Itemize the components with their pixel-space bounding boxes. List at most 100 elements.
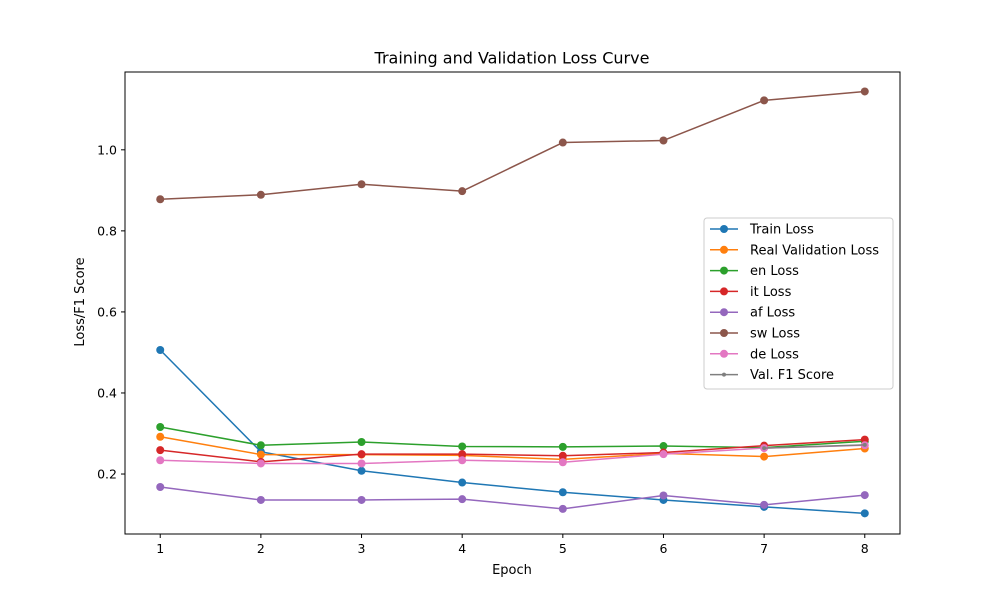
x-tick-label: 5	[559, 541, 567, 556]
y-tick-label: 1.0	[97, 142, 117, 157]
series-line	[160, 486, 865, 510]
data-point	[860, 87, 869, 96]
legend-item: it Loss	[710, 285, 792, 300]
data-point	[458, 442, 467, 451]
series-line	[764, 444, 865, 449]
data-point	[458, 187, 467, 196]
legend-item: en Loss	[710, 264, 799, 279]
x-tick-label: 1	[156, 541, 164, 556]
data-point	[659, 491, 668, 500]
data-point	[156, 195, 165, 204]
y-tick-label: 0.4	[97, 385, 117, 400]
series-4	[156, 482, 869, 513]
plot-area-frame	[124, 71, 901, 535]
legend-swatch-marker	[720, 308, 728, 317]
axis-ticks: 1 2 3 4 5 6 7 8 0.2 0.4 0.6 0.8 1.0	[97, 142, 869, 556]
series-7	[762, 442, 867, 451]
data-point	[156, 423, 165, 432]
series-line	[160, 444, 865, 465]
data-point	[357, 466, 366, 475]
legend-swatch-marker	[720, 266, 728, 275]
legend-item: sw Loss	[710, 327, 800, 342]
x-tick-label: 2	[257, 541, 265, 556]
data-point	[357, 450, 366, 459]
legend: Train Loss Real Validation Loss en Loss it …	[703, 217, 894, 390]
series-layer	[156, 87, 869, 518]
data-point	[357, 459, 366, 468]
y-tick-label: 0.2	[97, 467, 117, 482]
data-point	[558, 451, 567, 460]
series-5	[156, 87, 869, 204]
legend-label: Val. F1 Score	[750, 368, 834, 383]
data-point	[458, 495, 467, 504]
data-point	[659, 136, 668, 145]
data-point	[357, 180, 366, 189]
x-tick-label: 3	[358, 541, 366, 556]
legend-swatch-marker	[720, 245, 728, 254]
data-point	[558, 504, 567, 513]
series-line	[160, 90, 865, 200]
data-point	[760, 452, 769, 461]
legend-label: Real Validation Loss	[750, 243, 879, 258]
data-point	[156, 346, 165, 355]
data-point	[256, 441, 265, 450]
data-point	[558, 442, 567, 451]
data-point	[760, 500, 769, 509]
x-tick-label: 8	[861, 541, 869, 556]
data-point	[558, 458, 567, 467]
data-point	[458, 478, 467, 487]
legend-swatch-marker	[720, 329, 728, 337]
data-point	[256, 450, 265, 459]
series-6	[156, 441, 869, 468]
data-point	[860, 509, 869, 518]
legend-label: de Loss	[750, 347, 799, 362]
legend-swatch-marker	[722, 372, 726, 377]
legend-item: Val. F1 Score	[710, 368, 834, 383]
legend-swatch-marker	[720, 349, 728, 358]
data-point	[357, 495, 366, 504]
data-point	[156, 482, 165, 491]
data-point	[760, 96, 769, 105]
legend-label: af Loss	[750, 306, 795, 321]
data-point	[860, 491, 869, 500]
series-line	[160, 436, 865, 461]
data-point	[156, 446, 165, 455]
data-point	[156, 456, 165, 465]
data-point	[860, 435, 869, 444]
legend-label: en Loss	[750, 264, 799, 279]
x-axis-label: Epoch	[492, 563, 532, 578]
legend-item: de Loss	[710, 347, 799, 362]
series-line	[160, 438, 865, 463]
legend-item: af Loss	[710, 306, 795, 321]
y-axis-label: Loss/F1 Score	[73, 257, 88, 346]
data-point	[862, 442, 867, 447]
data-point	[458, 450, 467, 459]
data-point	[357, 438, 366, 447]
legend-item: Train Loss	[710, 223, 814, 238]
x-tick-label: 6	[659, 541, 667, 556]
series-line	[160, 426, 865, 449]
data-point	[256, 495, 265, 504]
data-point	[458, 456, 467, 465]
data-point	[156, 432, 165, 441]
y-tick-label: 0.6	[97, 304, 117, 319]
data-point	[558, 488, 567, 497]
data-point	[558, 138, 567, 147]
data-point	[659, 450, 668, 459]
legend-swatch-marker	[720, 287, 728, 296]
legend-frame	[703, 217, 894, 390]
legend-swatch-marker	[720, 225, 728, 233]
legend-label: Train Loss	[749, 223, 814, 238]
legend-label: sw Loss	[750, 327, 800, 342]
data-point	[256, 190, 265, 199]
legend-item: Real Validation Loss	[710, 243, 879, 258]
y-tick-label: 0.8	[97, 223, 117, 238]
chart-title: Training and Validation Loss Curve	[374, 49, 650, 68]
legend-label: it Loss	[750, 285, 792, 300]
data-point	[256, 459, 265, 468]
data-point	[659, 442, 668, 451]
data-point	[762, 446, 767, 451]
x-tick-label: 4	[458, 541, 466, 556]
